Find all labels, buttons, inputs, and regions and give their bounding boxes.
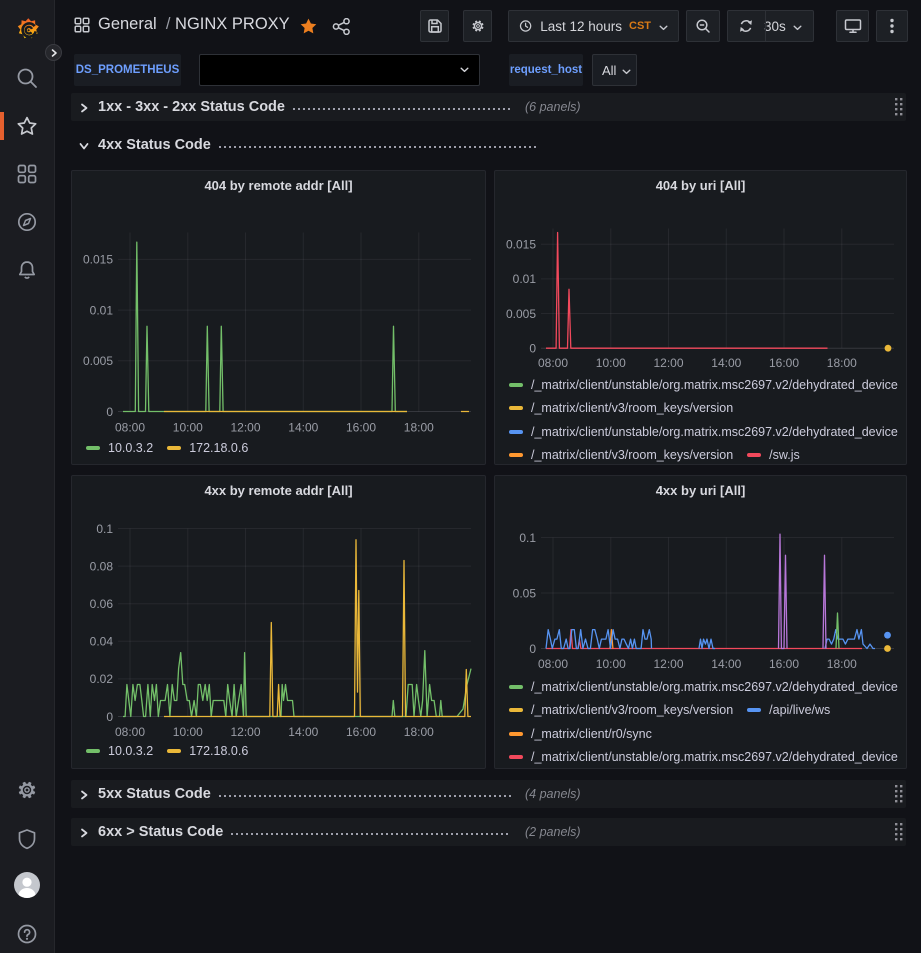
svg-text:14:00: 14:00 (288, 725, 318, 739)
svg-text:0.02: 0.02 (90, 672, 114, 686)
svg-text:0: 0 (529, 342, 536, 356)
svg-text:0.1: 0.1 (96, 522, 113, 536)
svg-text:18:00: 18:00 (404, 421, 434, 435)
svg-text:12:00: 12:00 (653, 657, 683, 671)
svg-text:0.005: 0.005 (83, 354, 113, 368)
svg-text:0: 0 (106, 405, 113, 419)
svg-text:08:00: 08:00 (538, 657, 568, 671)
svg-text:0.01: 0.01 (90, 303, 114, 317)
svg-text:16:00: 16:00 (346, 421, 376, 435)
svg-text:0.05: 0.05 (513, 586, 537, 600)
svg-text:0.015: 0.015 (83, 253, 113, 267)
svg-text:0.1: 0.1 (519, 531, 536, 545)
svg-text:0.08: 0.08 (90, 559, 114, 573)
svg-text:10:00: 10:00 (173, 725, 203, 739)
svg-text:16:00: 16:00 (346, 725, 376, 739)
svg-text:14:00: 14:00 (711, 356, 741, 370)
svg-text:14:00: 14:00 (711, 657, 741, 671)
svg-text:16:00: 16:00 (769, 356, 799, 370)
svg-text:08:00: 08:00 (115, 421, 145, 435)
svg-text:10:00: 10:00 (596, 356, 626, 370)
svg-text:12:00: 12:00 (230, 725, 260, 739)
svg-text:08:00: 08:00 (115, 725, 145, 739)
svg-text:10:00: 10:00 (596, 657, 626, 671)
svg-text:0.005: 0.005 (506, 307, 536, 321)
svg-text:0.06: 0.06 (90, 597, 114, 611)
svg-text:0.015: 0.015 (506, 238, 536, 252)
svg-text:18:00: 18:00 (827, 657, 857, 671)
svg-text:0: 0 (529, 642, 536, 656)
svg-text:16:00: 16:00 (769, 657, 799, 671)
svg-text:18:00: 18:00 (404, 725, 434, 739)
svg-text:0.04: 0.04 (90, 635, 114, 649)
svg-text:12:00: 12:00 (230, 421, 260, 435)
svg-text:18:00: 18:00 (827, 356, 857, 370)
svg-text:0.01: 0.01 (513, 272, 537, 286)
svg-text:14:00: 14:00 (288, 421, 318, 435)
svg-text:0: 0 (106, 710, 113, 724)
svg-text:08:00: 08:00 (538, 356, 568, 370)
svg-text:12:00: 12:00 (653, 356, 683, 370)
svg-text:10:00: 10:00 (173, 421, 203, 435)
